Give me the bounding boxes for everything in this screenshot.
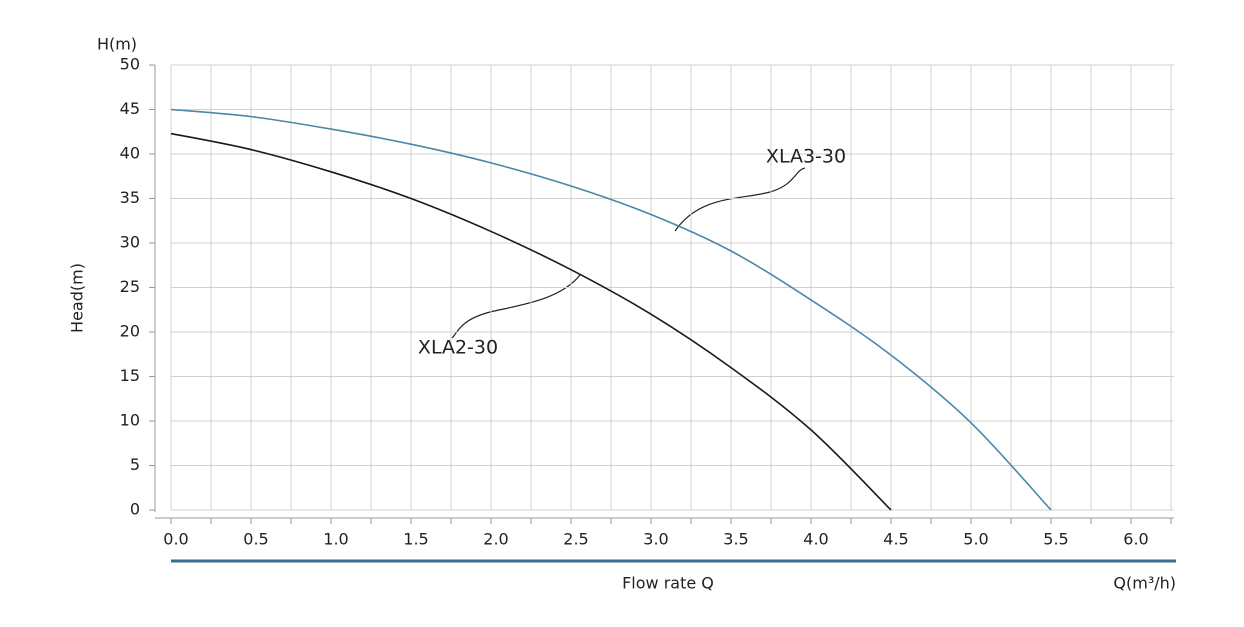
x-axis-label: Flow rate Q xyxy=(622,574,714,593)
y-tick-label: 35 xyxy=(120,188,140,207)
x-tick-label: 0.0 xyxy=(163,530,188,549)
series-line xyxy=(170,108,1052,511)
y-axis-unit: H(m) xyxy=(97,35,137,54)
y-tick-label: 20 xyxy=(120,322,140,341)
x-tick-label: 5.0 xyxy=(963,530,988,549)
x-tick-label: 2.0 xyxy=(483,530,508,549)
x-tick-label: 3.0 xyxy=(643,530,668,549)
x-tick-label: 5.5 xyxy=(1043,530,1068,549)
series-label: XLA3-30 xyxy=(766,146,846,168)
x-tick-label: 4.5 xyxy=(883,530,908,549)
y-tick-label: 10 xyxy=(120,411,140,430)
x-tick-label: 1.0 xyxy=(323,530,348,549)
x-tick-label: 2.5 xyxy=(563,530,588,549)
y-tick-label: 5 xyxy=(130,455,140,474)
series-label: XLA2-30 xyxy=(418,337,498,359)
x-axis-unit: Q(m³/h) xyxy=(1113,574,1176,593)
series-line xyxy=(170,132,892,511)
y-axis-label: Head(m) xyxy=(68,263,87,333)
y-tick-label: 0 xyxy=(130,500,140,519)
x-tick-label: 4.0 xyxy=(803,530,828,549)
y-tick-label: 25 xyxy=(120,277,140,296)
x-tick-label: 6.0 xyxy=(1123,530,1148,549)
x-tick-label: 1.5 xyxy=(403,530,428,549)
leader-line xyxy=(674,167,806,232)
leader-line xyxy=(451,274,581,339)
y-tick-label: 15 xyxy=(120,366,140,385)
y-tick-label: 50 xyxy=(120,55,140,74)
y-tick-label: 45 xyxy=(120,99,140,118)
y-tick-label: 40 xyxy=(120,144,140,163)
y-tick-label: 30 xyxy=(120,233,140,252)
x-tick-label: 3.5 xyxy=(723,530,748,549)
x-tick-label: 0.5 xyxy=(243,530,268,549)
